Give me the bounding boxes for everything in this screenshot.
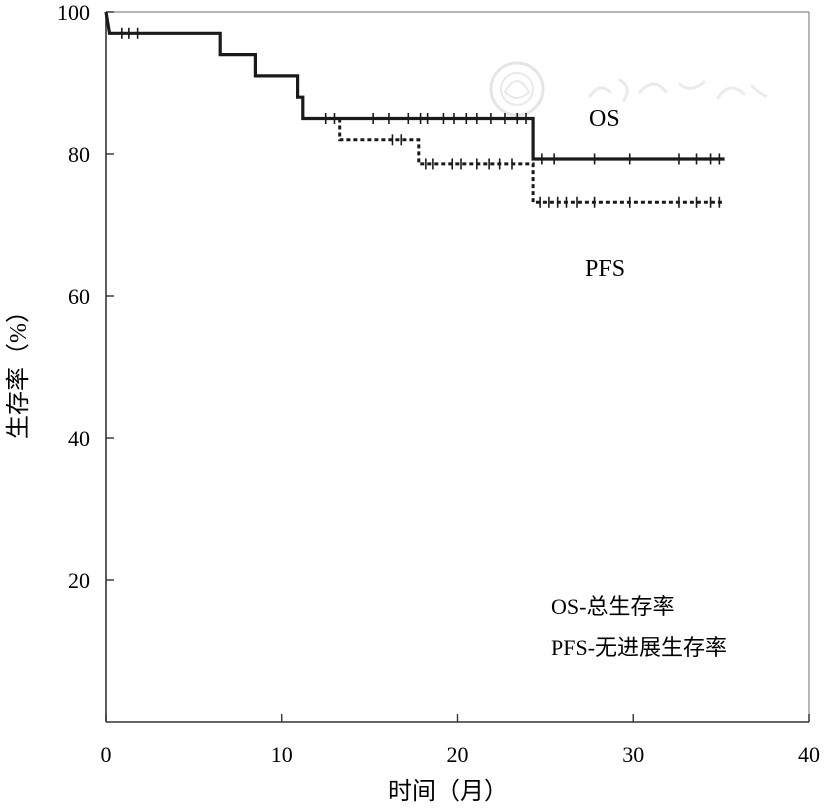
y-axis-ticks: 20 40 60 80 100 — [57, 0, 114, 593]
y-tick-label: 40 — [68, 426, 90, 451]
legend-pfs: PFS-无进展生存率 — [551, 635, 727, 660]
watermark-logo — [489, 61, 768, 117]
legend-os: OS-总生存率 — [551, 594, 674, 619]
os-curve — [104, 11, 725, 161]
y-tick-label: 80 — [68, 142, 90, 167]
x-tick-label: 30 — [622, 742, 644, 767]
y-axis-title: 生存率（%） — [5, 299, 32, 439]
y-tick-label: 20 — [68, 568, 90, 593]
y-tick-label: 100 — [57, 0, 90, 25]
series-layer — [104, 11, 725, 208]
x-tick-label: 40 — [798, 742, 820, 767]
pfs-series-label: PFS — [585, 256, 625, 282]
x-tick-label: 10 — [271, 742, 293, 767]
x-axis-ticks: 0 10 20 30 40 — [101, 714, 820, 767]
y-tick-label: 60 — [68, 284, 90, 309]
x-tick-label: 20 — [447, 742, 469, 767]
x-tick-label: 0 — [101, 742, 112, 767]
pfs-curve — [338, 118, 725, 204]
os-series-label: OS — [589, 106, 620, 132]
x-axis-title: 时间（月） — [388, 778, 508, 805]
